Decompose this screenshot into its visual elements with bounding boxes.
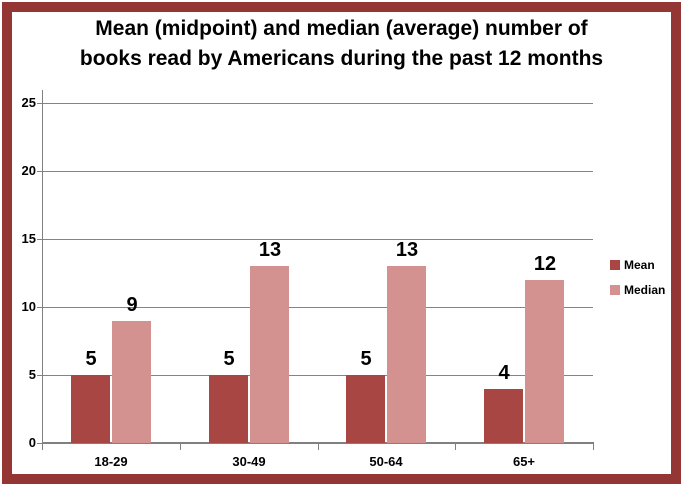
- x-category-label-18-29: 18-29: [94, 454, 128, 469]
- gridline-20: [42, 171, 593, 172]
- gridline-15: [42, 239, 593, 240]
- y-axis-tick-mark: [37, 443, 42, 444]
- x-axis-tick-mark: [180, 443, 181, 450]
- bar-value-label-median-65+: 12: [533, 253, 557, 275]
- bar-value-label-median-50-64: 13: [395, 239, 419, 261]
- legend-item-mean: Mean: [610, 258, 665, 272]
- legend-label-median: Median: [624, 283, 666, 297]
- legend-label-mean: Mean: [624, 258, 655, 272]
- bar-mean-50-64: [346, 375, 385, 443]
- y-axis-tick-label: 5: [28, 367, 36, 382]
- gridline-10: [42, 307, 593, 308]
- bar-value-label-mean-50-64: 5: [360, 348, 372, 370]
- bar-median-50-64: [387, 266, 426, 443]
- bar-median-18-29: [112, 321, 151, 443]
- bar-value-label-median-18-29: 9: [126, 294, 138, 316]
- y-axis-tick-mark: [37, 375, 42, 376]
- legend-swatch-mean: [610, 260, 620, 270]
- legend-swatch-median: [610, 285, 620, 295]
- x-axis-tick-mark: [593, 443, 594, 450]
- y-axis-tick-label: 15: [21, 231, 36, 246]
- y-axis-tick-label: 20: [21, 163, 36, 178]
- x-axis-tick-mark: [318, 443, 319, 450]
- bar-mean-65+: [484, 389, 523, 443]
- x-category-label-30-49: 30-49: [232, 454, 266, 469]
- y-axis-tick-mark: [37, 239, 42, 240]
- legend-item-median: Median: [610, 283, 665, 297]
- x-axis-tick-mark: [42, 443, 43, 450]
- gridline-25: [42, 103, 593, 104]
- y-axis-tick-label: 10: [21, 299, 36, 314]
- legend: Mean Median: [610, 258, 665, 308]
- bar-mean-30-49: [209, 375, 248, 443]
- bar-mean-18-29: [71, 375, 110, 443]
- bar-value-label-mean-30-49: 5: [223, 348, 235, 370]
- x-category-label-65+: 65+: [512, 454, 536, 469]
- x-category-label-50-64: 50-64: [369, 454, 403, 469]
- bar-value-label-median-30-49: 13: [258, 239, 282, 261]
- gridline-5: [42, 375, 593, 376]
- bar-value-label-mean-65+: 4: [498, 362, 510, 384]
- chart-title: Mean (midpoint) and median (average) num…: [12, 14, 671, 74]
- chart-title-line-2: books read by Americans during the past …: [79, 47, 604, 70]
- y-axis-line: [42, 90, 43, 443]
- y-axis-tick-mark: [37, 171, 42, 172]
- bar-median-65+: [525, 280, 564, 443]
- bar-median-30-49: [250, 266, 289, 443]
- y-axis-tick-mark: [37, 307, 42, 308]
- y-axis-tick-mark: [37, 103, 42, 104]
- x-axis-tick-mark: [455, 443, 456, 450]
- y-axis-tick-label: 25: [21, 95, 36, 110]
- chart-title-line-1: Mean (midpoint) and median (average) num…: [95, 17, 588, 40]
- bar-value-label-mean-18-29: 5: [85, 348, 97, 370]
- y-axis-tick-label: 0: [28, 435, 36, 450]
